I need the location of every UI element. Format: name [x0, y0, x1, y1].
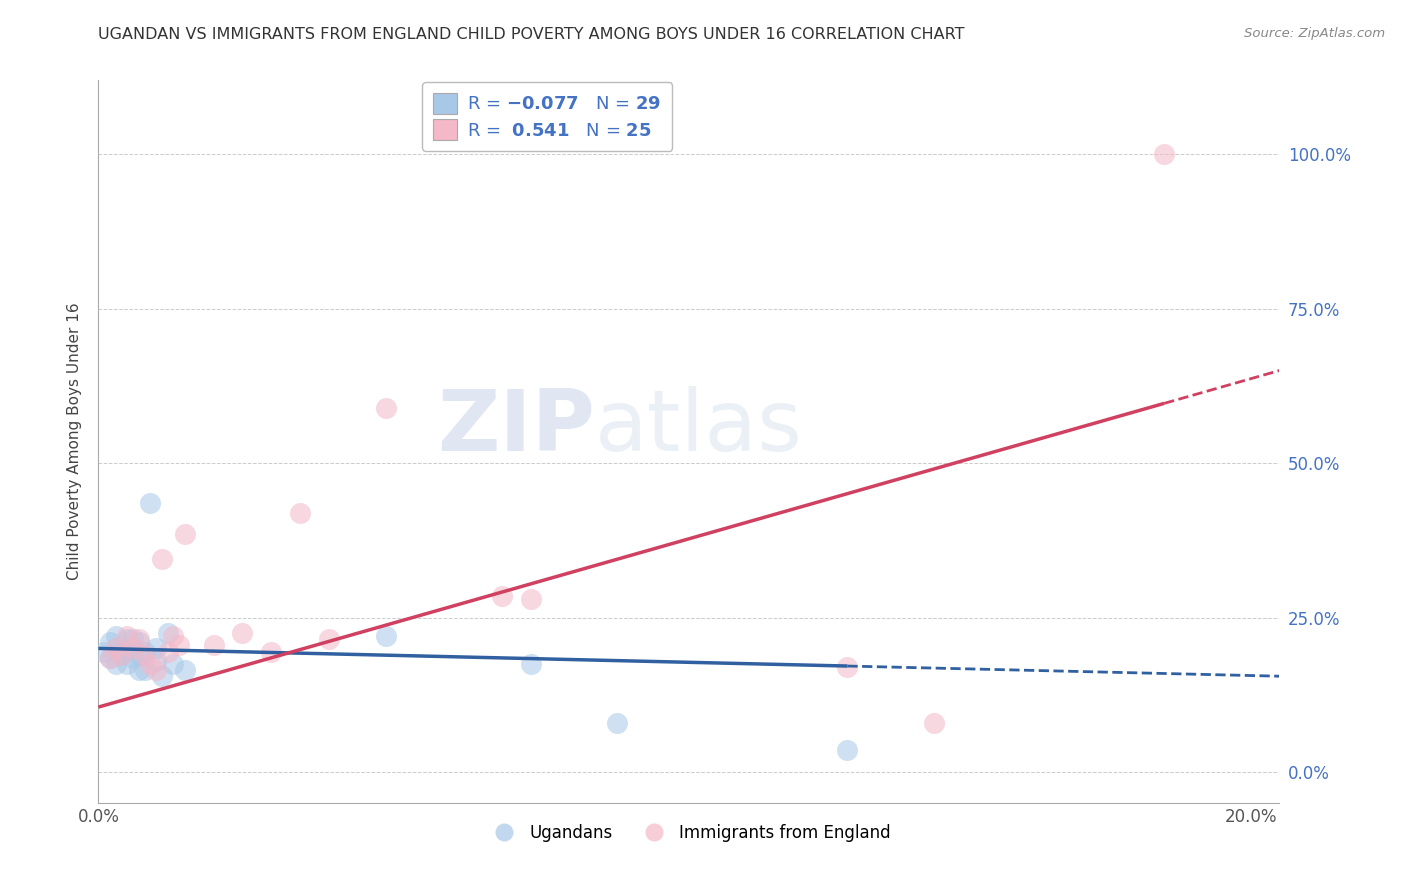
Point: [150, 669, 173, 683]
Point: [128, 663, 150, 677]
Point: [115, 657, 138, 671]
Point: [837, 743, 859, 757]
Point: [128, 635, 150, 649]
Point: [128, 648, 150, 662]
Point: [122, 641, 145, 656]
Point: [110, 644, 132, 658]
Point: [150, 552, 173, 566]
Text: ZIP: ZIP: [437, 385, 595, 468]
Point: [202, 638, 225, 652]
Point: [134, 644, 156, 658]
Point: [375, 629, 398, 643]
Point: [134, 663, 156, 677]
Point: [139, 657, 162, 671]
Point: [93, 644, 115, 658]
Point: [156, 644, 179, 658]
Point: [167, 638, 190, 652]
Point: [115, 629, 138, 643]
Text: atlas: atlas: [595, 385, 803, 468]
Point: [1153, 147, 1175, 161]
Point: [110, 648, 132, 662]
Text: UGANDAN VS IMMIGRANTS FROM ENGLAND CHILD POVERTY AMONG BOYS UNDER 16 CORRELATION: UGANDAN VS IMMIGRANTS FROM ENGLAND CHILD…: [98, 27, 965, 42]
Point: [162, 657, 184, 671]
Y-axis label: Child Poverty Among Boys Under 16: Child Poverty Among Boys Under 16: [67, 302, 83, 581]
Point: [288, 506, 311, 520]
Point: [115, 632, 138, 647]
Point: [519, 592, 541, 607]
Point: [606, 715, 628, 730]
Point: [162, 629, 184, 643]
Point: [122, 650, 145, 665]
Point: [98, 650, 121, 665]
Point: [519, 657, 541, 671]
Point: [104, 641, 127, 656]
Point: [173, 663, 195, 677]
Point: [145, 641, 167, 656]
Point: [491, 589, 513, 603]
Point: [156, 626, 179, 640]
Point: [110, 648, 132, 662]
Point: [375, 401, 398, 415]
Point: [139, 496, 162, 510]
Point: [98, 635, 121, 649]
Point: [231, 626, 253, 640]
Point: [260, 644, 283, 658]
Point: [173, 527, 195, 541]
Point: [122, 632, 145, 647]
Point: [134, 648, 156, 662]
Point: [922, 715, 945, 730]
Point: [104, 641, 127, 656]
Point: [104, 657, 127, 671]
Legend: Ugandans, Immigrants from England: Ugandans, Immigrants from England: [481, 817, 897, 848]
Point: [837, 660, 859, 674]
Point: [318, 632, 340, 647]
Point: [128, 632, 150, 647]
Point: [145, 654, 167, 668]
Point: [98, 650, 121, 665]
Point: [145, 663, 167, 677]
Text: Source: ZipAtlas.com: Source: ZipAtlas.com: [1244, 27, 1385, 40]
Point: [104, 629, 127, 643]
Point: [122, 641, 145, 656]
